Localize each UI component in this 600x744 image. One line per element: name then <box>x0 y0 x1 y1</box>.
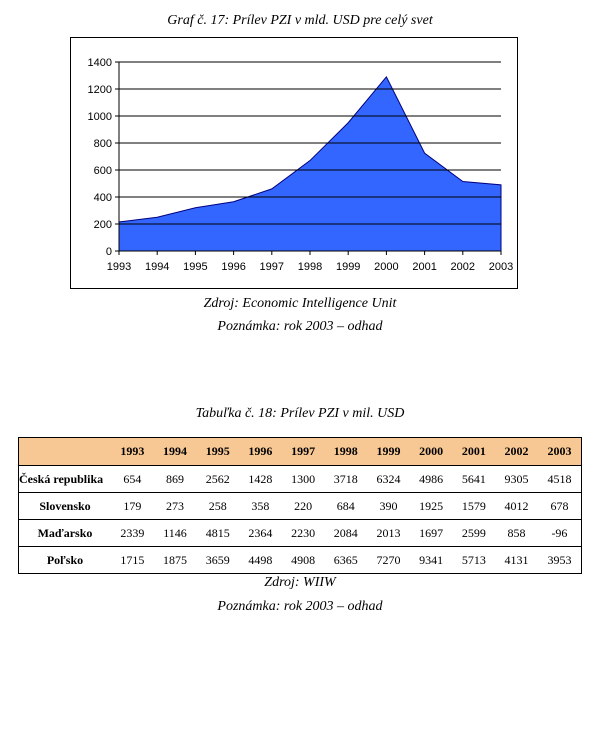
table-cell: 1300 <box>281 465 325 493</box>
y-tick-label: 400 <box>94 192 112 204</box>
table-cell: 9305 <box>495 465 538 493</box>
table-note: Poznámka: rok 2003 – odhad <box>217 599 383 614</box>
table-cell: 1925 <box>409 492 453 520</box>
table-cell: 5713 <box>452 546 496 574</box>
row-label: Česká republika <box>18 465 111 493</box>
table-cell: 273 <box>153 492 197 520</box>
row-label: Poľsko <box>18 546 111 574</box>
table-cell: 3953 <box>537 546 582 574</box>
table-body: Česká republika 654 869 2562 1428 1300 3718 632… <box>18 465 582 574</box>
table-cell: 2599 <box>452 519 496 547</box>
table-source: Zdroj: WIIW <box>264 575 336 590</box>
column-header: 2001 <box>452 437 496 466</box>
table-cell: -96 <box>537 519 582 547</box>
column-header: 1999 <box>367 437 410 466</box>
row-label: Slovensko <box>18 492 111 520</box>
table-cell: 2339 <box>111 519 154 547</box>
column-header: 1995 <box>196 437 240 466</box>
y-tick-label: 0 <box>106 246 112 258</box>
table-cell: 4518 <box>537 465 582 493</box>
column-header: 1993 <box>111 437 154 466</box>
table-cell: 5641 <box>452 465 496 493</box>
table-cell: 858 <box>495 519 538 547</box>
table-cell: 3718 <box>324 465 368 493</box>
x-tick-label: 1993 <box>107 261 131 273</box>
y-tick-label: 600 <box>94 165 112 177</box>
x-tick-label: 2003 <box>489 261 513 273</box>
table-cell: 869 <box>153 465 197 493</box>
x-tick-label: 1999 <box>336 261 360 273</box>
table-cell: 258 <box>196 492 240 520</box>
column-header: 1996 <box>239 437 282 466</box>
table-cell: 4131 <box>495 546 538 574</box>
table-cell: 4498 <box>239 546 282 574</box>
y-tick-label: 1200 <box>88 84 112 96</box>
table-cell: 4012 <box>495 492 538 520</box>
table-cell: 2562 <box>196 465 240 493</box>
table-cell: 4815 <box>196 519 240 547</box>
table-cell: 6324 <box>367 465 410 493</box>
x-tick-label: 2002 <box>451 261 475 273</box>
table-row: Slovensko 179 273 258 358 220 684 390 1925 1579 40… <box>18 492 582 520</box>
table-cell: 390 <box>367 492 410 520</box>
table-cell: 7270 <box>367 546 410 574</box>
y-tick-label: 800 <box>94 138 112 150</box>
table-cell: 179 <box>111 492 154 520</box>
table-cell: 3659 <box>196 546 240 574</box>
table-cell: 1715 <box>111 546 154 574</box>
y-tick-label: 200 <box>94 219 112 231</box>
table-row: Maďarsko 2339 1146 4815 2364 2230 2084 2013 1697… <box>18 519 582 547</box>
pzi-table: 1993 1994 1995 1996 1997 1998 1999 2000 2001 2002… <box>18 437 582 574</box>
x-tick-label: 1994 <box>145 261 169 273</box>
column-header: 1997 <box>281 437 325 466</box>
table-cell: 1697 <box>409 519 453 547</box>
x-tick-label: 2000 <box>374 261 398 273</box>
column-header: 1994 <box>153 437 197 466</box>
x-tick-label: 1995 <box>183 261 207 273</box>
chart-note: Poznámka: rok 2003 – odhad <box>217 319 383 334</box>
table-cell: 9341 <box>409 546 453 574</box>
column-header: 2003 <box>537 437 582 466</box>
table-cell: 220 <box>281 492 325 520</box>
y-tick-label: 1400 <box>88 57 112 69</box>
table-header-row: 1993 1994 1995 1996 1997 1998 1999 2000 2001 2002… <box>18 437 582 466</box>
row-label: Maďarsko <box>18 519 111 547</box>
table-cell: 2364 <box>239 519 282 547</box>
chart-caption: Graf č. 17: Prílev PZI v mld. USD pre ce… <box>167 13 433 28</box>
table-cell: 6365 <box>324 546 368 574</box>
table-cell: 1428 <box>239 465 282 493</box>
area-series <box>118 75 502 252</box>
table-cell: 4908 <box>281 546 325 574</box>
y-tick-label: 1000 <box>88 111 112 123</box>
table-row: Poľsko 1715 1875 3659 4498 4908 6365 7270 9341 57… <box>18 546 582 574</box>
table-cell: 1579 <box>452 492 496 520</box>
column-header: 2002 <box>495 437 538 466</box>
table-cell: 678 <box>537 492 582 520</box>
table-cell: 1875 <box>153 546 197 574</box>
table-cell: 654 <box>111 465 154 493</box>
area-chart: 0 200 400 600 800 1000 1200 1400 1993 1994 1995 199… <box>88 57 514 273</box>
x-tick-label: 2001 <box>412 261 436 273</box>
x-tick-label: 1996 <box>221 261 245 273</box>
column-header: 1998 <box>324 437 368 466</box>
header-corner <box>18 437 111 466</box>
table-cell: 4986 <box>409 465 453 493</box>
column-header: 2000 <box>409 437 453 466</box>
table-cell: 2084 <box>324 519 368 547</box>
table-cell: 2013 <box>367 519 410 547</box>
table-cell: 684 <box>324 492 368 520</box>
table-row: Česká republika 654 869 2562 1428 1300 3718 632… <box>18 465 582 493</box>
chart-frame: 0 200 400 600 800 1000 1200 1400 1993 1994 1995 199… <box>70 37 518 289</box>
x-tick-label: 1997 <box>260 261 284 273</box>
table-cell: 1146 <box>153 519 197 547</box>
table-caption: Tabuľka č. 18: Prílev PZI v mil. USD <box>195 406 405 421</box>
table-cell: 2230 <box>281 519 325 547</box>
chart-source: Zdroj: Economic Intelligence Unit <box>203 296 397 311</box>
table-cell: 358 <box>239 492 282 520</box>
x-tick-label: 1998 <box>298 261 322 273</box>
